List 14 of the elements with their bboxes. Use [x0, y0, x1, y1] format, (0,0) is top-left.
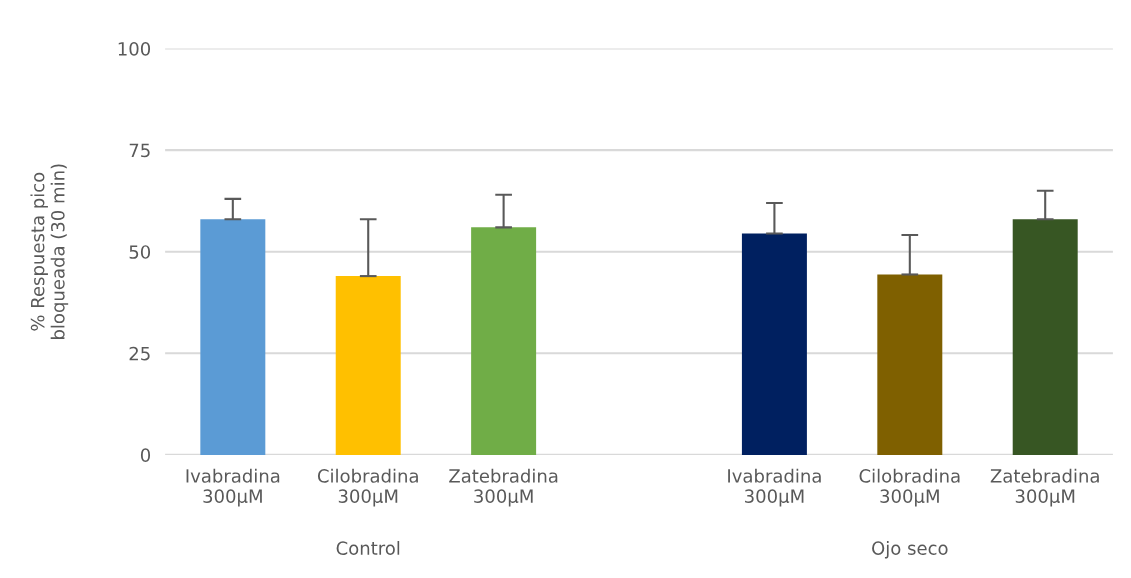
y-tick-label: 25 [129, 346, 150, 361]
x-tick-label: Ivabradina 300µM [728, 468, 821, 507]
x-tick-label: Zatebradina 300µM [449, 468, 558, 507]
y-tick-label: 75 [129, 143, 150, 158]
y-tick-label: 100 [118, 42, 151, 56]
x-tick-label: Zatebradina 300µM [990, 468, 1099, 507]
y-tick-label: 0 [140, 448, 151, 462]
x-tick-label: Cilobradina 300µM [859, 468, 960, 507]
text: Control [336, 541, 400, 555]
y-tick-label: 50 [129, 245, 151, 259]
x-tick-label: Ivabradina 300µM [186, 468, 280, 507]
y-axis-title: % Respuesta pico bloqueada (30 min) [30, 164, 69, 339]
x-tick-label: Cilobradina 300µM [317, 468, 418, 507]
text: Ojo seco [872, 541, 948, 559]
